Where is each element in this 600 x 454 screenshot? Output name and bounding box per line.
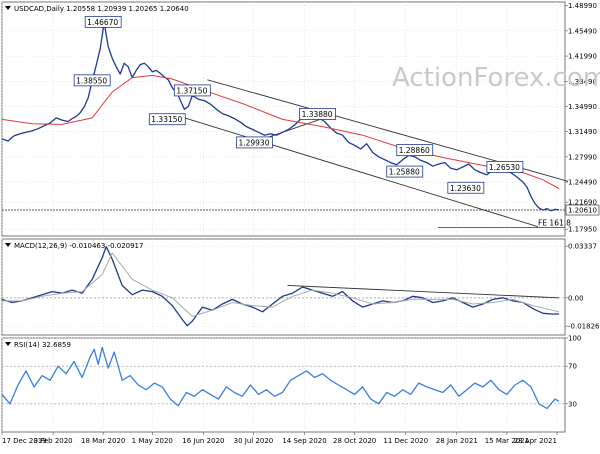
macd-title: MACD(12,26,9) -0.010463 -0.020917 bbox=[14, 242, 143, 250]
price-y-tick-label: 1.34990 bbox=[568, 103, 597, 111]
rsi-panel: 100 70 30 RSI(14) 32.6859 bbox=[1, 335, 581, 433]
annotation-label: 1.38550 bbox=[76, 76, 107, 85]
current-price-tag bbox=[565, 204, 600, 216]
x-tick-label: 28 Apr 2021 bbox=[514, 437, 557, 445]
annotation-box bbox=[84, 15, 122, 28]
watermark: ActionForex.com bbox=[392, 63, 600, 93]
price-y-tick-label: 1.21690 bbox=[568, 199, 597, 207]
macd-series-line bbox=[1, 246, 560, 327]
rsi-y-tick-label: 70 bbox=[568, 363, 577, 371]
annotation-box bbox=[148, 113, 186, 126]
rsi-y-tick-label: 30 bbox=[568, 400, 577, 408]
x-tick-label: 15 Mar 2021 bbox=[485, 437, 529, 445]
price-y-tick-label: 1.45490 bbox=[568, 27, 597, 35]
annotation-box bbox=[386, 165, 424, 178]
x-tick-label: 28 Jan 2021 bbox=[436, 437, 478, 445]
price-y-tick-label: 1.48990 bbox=[568, 2, 597, 10]
x-tick-label: 11 Dec 2020 bbox=[383, 437, 428, 445]
annotation-box bbox=[236, 136, 273, 149]
annotation-label: 1.33150 bbox=[151, 115, 182, 124]
annotation-label: 1.33880 bbox=[302, 110, 333, 119]
x-tick-label: 1 May 2020 bbox=[132, 437, 173, 445]
annotation-label: 1.28860 bbox=[399, 146, 430, 155]
collapse-triangle-icon bbox=[5, 243, 11, 247]
macd-series-line bbox=[2, 252, 560, 317]
price-series-line bbox=[1, 74, 560, 189]
x-tick-label: 28 Oct 2020 bbox=[333, 437, 376, 445]
x-tick-label: 14 Sep 2020 bbox=[282, 437, 326, 445]
fib-label: FE 161.8 bbox=[538, 218, 571, 227]
annotation-label: 1.23630 bbox=[450, 184, 481, 193]
price-series-line bbox=[1, 21, 560, 212]
price-y-tick-label: 1.31490 bbox=[568, 128, 597, 136]
annotation-label: 1.37150 bbox=[176, 86, 207, 95]
annotation-box bbox=[486, 160, 524, 173]
rsi-series-line bbox=[1, 346, 560, 410]
macd-panel: 0.03337 0.00 -0.018262 MACD(12,26,9) -0.010… bbox=[1, 238, 600, 336]
rsi-title: RSI(14) 32.6859 bbox=[14, 341, 71, 349]
macd-trendline bbox=[287, 285, 560, 299]
annotation-box bbox=[173, 84, 211, 97]
collapse-triangle-icon bbox=[5, 342, 11, 346]
annotation-box bbox=[299, 108, 336, 120]
x-tick-label: 16 Jun 2020 bbox=[182, 437, 224, 445]
x-tick-label: 30 Jul 2020 bbox=[234, 437, 274, 445]
channel-line bbox=[182, 116, 539, 228]
x-tick-label: 3 Feb 2020 bbox=[34, 437, 73, 445]
macd-y-tick-label: -0.018262 bbox=[568, 323, 600, 331]
price-y-tick-label: 1.27990 bbox=[568, 153, 597, 161]
price-y-tick-label: 1.38490 bbox=[568, 78, 597, 86]
annotation-label: 1.25880 bbox=[389, 168, 420, 177]
x-tick-label: 18 Mar 2020 bbox=[81, 437, 125, 445]
macd-y-tick-label: 0.03337 bbox=[568, 243, 597, 251]
price-y-tick-label: 1.24490 bbox=[568, 179, 597, 187]
annotation-box bbox=[396, 144, 434, 157]
annotation-label: 1.29930 bbox=[238, 138, 269, 147]
annotation-box bbox=[447, 181, 485, 194]
collapse-triangle-icon bbox=[5, 6, 11, 10]
price-title: USDCAD,Daily 1.20558 1.20939 1.20265 1.2… bbox=[14, 5, 189, 13]
current-price-label: 1.20610 bbox=[568, 207, 597, 215]
price-panel: 1.17950 1.21690 1.24490 1.27990 1.31490 1.349… bbox=[1, 1, 600, 237]
annotation-label: 1.46670 bbox=[87, 18, 118, 27]
annotation-label: 1.26530 bbox=[489, 163, 520, 172]
x-tick-label: 17 Dec 2019 bbox=[2, 437, 47, 445]
rsi-frame bbox=[1, 337, 566, 433]
price-y-tick-label: 1.41990 bbox=[568, 53, 597, 61]
macd-y-tick-label: 0.00 bbox=[568, 294, 584, 302]
rsi-y-tick-label: 100 bbox=[568, 335, 581, 343]
price-y-tick-label: 1.17950 bbox=[568, 226, 597, 234]
annotation-box bbox=[73, 74, 111, 87]
